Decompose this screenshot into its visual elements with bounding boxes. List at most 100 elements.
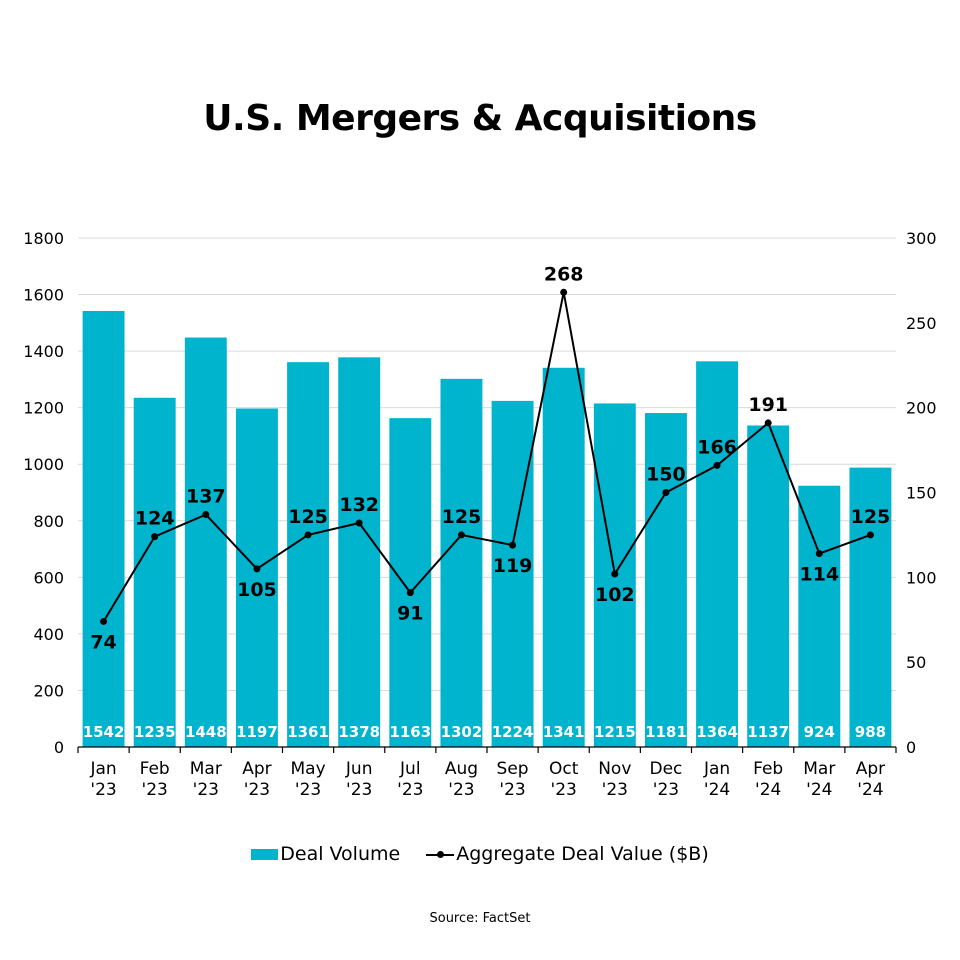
bar-value-labels: 1542 1235 1448 1197 1361 1378 1163 1302 1224 1341…	[83, 723, 886, 741]
x-tick-label-month: Jul	[399, 759, 421, 779]
line-value-label: 102	[595, 584, 635, 606]
bar-value-label: 1302	[441, 723, 483, 741]
x-tick-label-year: '23	[397, 780, 423, 800]
bar-value-label: 1361	[287, 723, 329, 741]
bar	[235, 408, 278, 747]
bar	[389, 418, 432, 747]
line-point	[406, 589, 414, 597]
bar-series-deal-volume	[82, 310, 892, 747]
x-tick-label-year: '24	[806, 780, 832, 800]
bar-value-label: 1215	[594, 723, 636, 741]
line-value-label: 125	[851, 506, 891, 528]
x-tick-label-month: Feb	[753, 759, 783, 779]
x-tick-label-year: '23	[448, 780, 474, 800]
right-y-tick-label: 150	[906, 484, 937, 503]
x-tick-label-month: Jan	[89, 759, 116, 779]
legend: Deal Volume Aggregate Deal Value ($B)	[0, 843, 960, 865]
line-value-label: 268	[544, 263, 584, 285]
bar-value-label: 1235	[134, 723, 176, 741]
legend-bar-swatch	[251, 848, 279, 860]
x-tick-label-year: '24	[857, 780, 883, 800]
bar-value-label: 1224	[492, 723, 534, 741]
line-point	[202, 511, 210, 519]
legend-item-aggregate-deal-value[interactable]: Aggregate Deal Value ($B)	[426, 843, 709, 865]
x-tick-label-month: Apr	[856, 759, 885, 779]
bar	[82, 310, 125, 747]
legend-item-deal-volume[interactable]: Deal Volume	[251, 843, 400, 865]
left-y-tick-label: 1200	[23, 399, 64, 418]
x-tick-label-month: Apr	[242, 759, 271, 779]
x-tick-label-year: '23	[653, 780, 679, 800]
bar	[440, 378, 483, 747]
line-point	[866, 531, 874, 539]
bar-value-label: 1364	[696, 723, 738, 741]
bar-value-label: 1448	[185, 723, 227, 741]
left-y-tick-label: 1400	[23, 342, 64, 361]
bar	[338, 357, 381, 747]
left-y-tick-label: 200	[33, 681, 64, 700]
bar-value-label: 1542	[83, 723, 125, 741]
chart-title: U.S. Mergers & Acquisitions	[203, 98, 757, 139]
line-point	[713, 461, 721, 469]
x-tick-label-year: '24	[704, 780, 730, 800]
x-tick-label-year: '24	[755, 780, 781, 800]
line-point	[100, 617, 108, 625]
bar	[184, 337, 227, 747]
x-tick-label-month: Sep	[497, 759, 529, 779]
bar	[287, 362, 330, 747]
bar-value-label: 1137	[747, 723, 789, 741]
x-tick-label-year: '23	[346, 780, 372, 800]
right-y-tick-label: 0	[906, 738, 916, 757]
x-tick-label-year: '23	[244, 780, 270, 800]
x-tick-label-month: Aug	[445, 759, 478, 779]
x-tick-label-month: Feb	[140, 759, 170, 779]
right-y-tick-label: 300	[906, 229, 937, 248]
left-y-tick-label: 1800	[23, 229, 64, 248]
x-tick-label-year: '23	[193, 780, 219, 800]
bar-value-label: 1197	[236, 723, 278, 741]
x-tick-label-month: Oct	[549, 759, 579, 779]
left-y-tick-label: 600	[33, 568, 64, 587]
x-tick-labels: Jan'23Feb'23Mar'23Apr'23May'23Jun'23Jul'…	[89, 759, 885, 800]
x-tick-label-year: '23	[499, 780, 525, 800]
line-value-label: 132	[339, 494, 379, 516]
line-point	[611, 570, 619, 578]
left-y-tick-label: 1600	[23, 286, 64, 305]
line-value-label: 191	[748, 394, 788, 416]
x-tick-label-year: '23	[602, 780, 628, 800]
line-value-label: 105	[237, 579, 277, 601]
bar	[133, 397, 176, 747]
x-tick-label-year: '23	[551, 780, 577, 800]
line-point	[304, 531, 312, 539]
x-tick-label-year: '23	[142, 780, 168, 800]
bar	[849, 467, 892, 747]
x-tick-label-year: '23	[90, 780, 116, 800]
source-note: Source: FactSet	[429, 911, 531, 926]
left-y-tick-label: 1000	[23, 455, 64, 474]
line-value-label: 125	[288, 506, 328, 528]
bar-value-label: 988	[855, 723, 886, 741]
right-y-tick-label: 250	[906, 314, 937, 333]
bar	[542, 367, 585, 747]
right-y-axis: 0 50 100 150 200 250 300	[906, 229, 937, 757]
legend-label-aggregate-deal-value: Aggregate Deal Value ($B)	[456, 843, 709, 865]
x-tick-label-year: '23	[295, 780, 321, 800]
line-point	[662, 489, 670, 496]
line-value-label: 124	[135, 508, 175, 530]
bar	[696, 361, 739, 747]
line-value-label: 137	[186, 486, 226, 508]
bar-value-label: 1163	[389, 723, 431, 741]
x-tick-label-month: May	[290, 759, 325, 779]
right-y-tick-label: 100	[906, 568, 937, 587]
bar	[747, 425, 790, 747]
bar	[644, 413, 687, 747]
line-point	[355, 519, 363, 527]
line-value-label: 166	[697, 436, 737, 458]
bar-value-label: 1341	[543, 723, 585, 741]
bar-value-label: 1378	[338, 723, 380, 741]
line-value-label: 125	[442, 506, 482, 528]
line-series-aggregate-deal-value	[100, 288, 874, 625]
line-point	[764, 419, 772, 427]
right-y-tick-label: 50	[906, 653, 926, 672]
